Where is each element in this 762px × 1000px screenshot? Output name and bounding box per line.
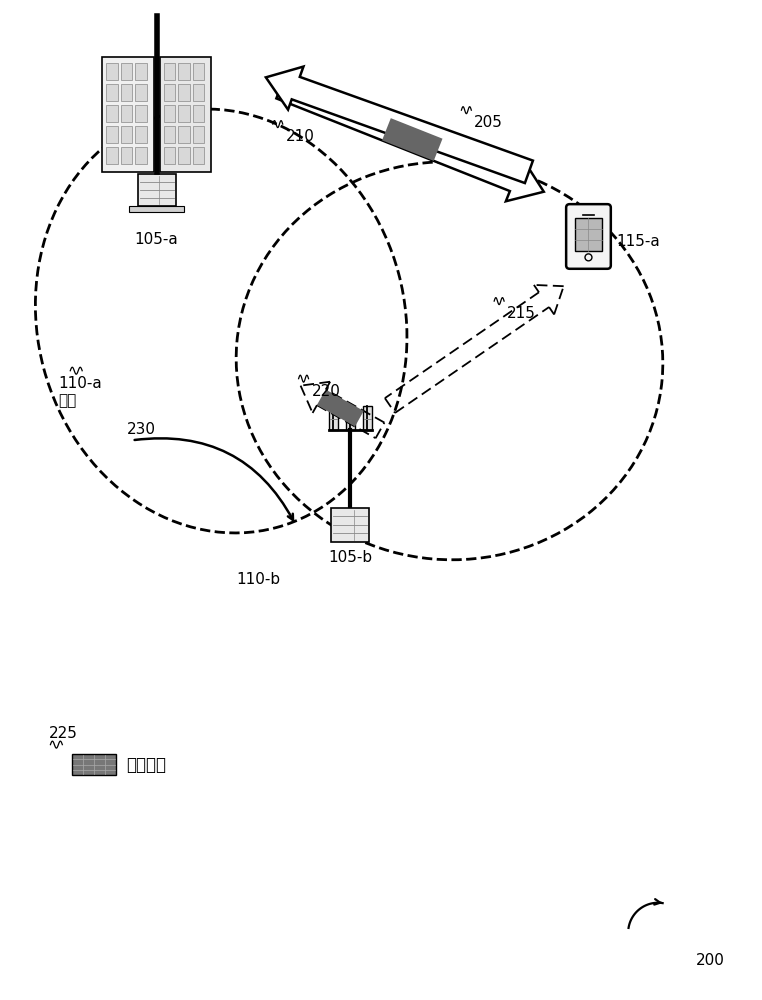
Bar bbox=[135, 105, 147, 122]
Polygon shape bbox=[277, 76, 544, 201]
Bar bbox=[193, 84, 204, 101]
Bar bbox=[135, 126, 147, 143]
Bar bbox=[164, 84, 175, 101]
Bar bbox=[106, 126, 117, 143]
Text: 215: 215 bbox=[507, 306, 536, 321]
Bar bbox=[178, 84, 190, 101]
Bar bbox=[363, 406, 372, 430]
Text: 拒绝消息: 拒绝消息 bbox=[126, 756, 166, 774]
Polygon shape bbox=[317, 389, 363, 427]
Bar bbox=[178, 63, 190, 80]
Bar bbox=[120, 63, 132, 80]
Bar bbox=[102, 57, 154, 172]
Text: 230: 230 bbox=[126, 422, 156, 437]
Bar bbox=[575, 218, 602, 251]
Bar bbox=[135, 63, 147, 80]
Bar bbox=[193, 126, 204, 143]
Bar bbox=[120, 126, 132, 143]
Text: 105-a: 105-a bbox=[135, 232, 178, 246]
Bar bbox=[135, 147, 147, 164]
Bar bbox=[138, 174, 175, 206]
Bar bbox=[331, 508, 369, 542]
Bar bbox=[129, 206, 184, 212]
Bar bbox=[106, 105, 117, 122]
Text: 205: 205 bbox=[474, 115, 503, 130]
Bar bbox=[164, 147, 175, 164]
Bar bbox=[178, 105, 190, 122]
Text: 115-a: 115-a bbox=[616, 234, 660, 249]
Bar bbox=[120, 147, 132, 164]
Text: 切换: 切换 bbox=[59, 394, 77, 409]
FancyBboxPatch shape bbox=[566, 204, 611, 269]
Text: 225: 225 bbox=[49, 726, 77, 741]
Bar bbox=[178, 126, 190, 143]
Text: 210: 210 bbox=[286, 129, 315, 144]
Bar bbox=[329, 406, 338, 430]
Bar bbox=[120, 105, 132, 122]
Text: 105-b: 105-b bbox=[328, 550, 373, 565]
Bar bbox=[106, 147, 117, 164]
Bar bbox=[120, 84, 132, 101]
Bar bbox=[106, 84, 117, 101]
Polygon shape bbox=[382, 118, 443, 161]
Bar bbox=[164, 105, 175, 122]
Text: 110-b: 110-b bbox=[236, 572, 280, 587]
Bar bbox=[193, 147, 204, 164]
Bar bbox=[193, 105, 204, 122]
Text: 220: 220 bbox=[312, 384, 341, 399]
Bar bbox=[106, 63, 117, 80]
Bar bbox=[193, 63, 204, 80]
Polygon shape bbox=[266, 67, 533, 183]
Bar bbox=[164, 126, 175, 143]
Text: 200: 200 bbox=[696, 953, 725, 968]
Bar bbox=[178, 147, 190, 164]
Bar bbox=[135, 84, 147, 101]
Text: 110-a: 110-a bbox=[59, 376, 102, 391]
Bar bbox=[72, 754, 116, 775]
Bar bbox=[159, 57, 211, 172]
Bar bbox=[164, 63, 175, 80]
Bar bbox=[346, 406, 354, 430]
